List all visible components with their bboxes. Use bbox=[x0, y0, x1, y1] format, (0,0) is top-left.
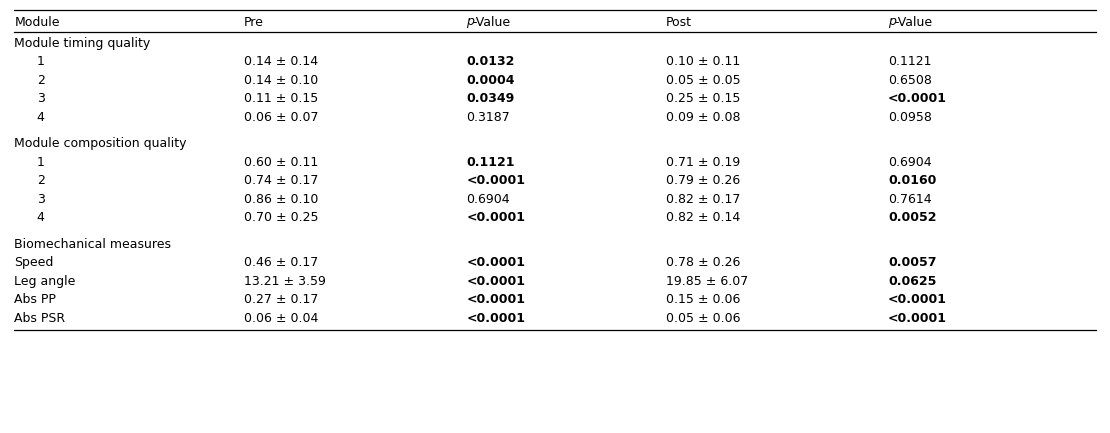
Text: Module: Module bbox=[14, 16, 60, 29]
Text: 0.71 ± 0.19: 0.71 ± 0.19 bbox=[666, 156, 740, 169]
Text: 0.11 ± 0.15: 0.11 ± 0.15 bbox=[244, 92, 319, 105]
Text: 4: 4 bbox=[37, 111, 44, 124]
Text: 0.6904: 0.6904 bbox=[466, 193, 509, 206]
Text: <0.0001: <0.0001 bbox=[466, 275, 525, 288]
Text: 0.14 ± 0.10: 0.14 ± 0.10 bbox=[244, 74, 319, 87]
Text: Module composition quality: Module composition quality bbox=[14, 137, 186, 150]
Text: 0.27 ± 0.17: 0.27 ± 0.17 bbox=[244, 293, 319, 306]
Text: 0.86 ± 0.10: 0.86 ± 0.10 bbox=[244, 193, 319, 206]
Text: 0.1121: 0.1121 bbox=[466, 156, 515, 169]
Text: 3: 3 bbox=[37, 193, 44, 206]
Text: <0.0001: <0.0001 bbox=[466, 174, 525, 187]
Text: 0.79 ± 0.26: 0.79 ± 0.26 bbox=[666, 174, 740, 187]
Text: 0.0052: 0.0052 bbox=[888, 211, 937, 224]
Text: 0.05 ± 0.06: 0.05 ± 0.06 bbox=[666, 312, 740, 325]
Text: 3: 3 bbox=[37, 92, 44, 105]
Text: <0.0001: <0.0001 bbox=[466, 211, 525, 224]
Text: 0.78 ± 0.26: 0.78 ± 0.26 bbox=[666, 256, 740, 269]
Text: Pre: Pre bbox=[244, 16, 264, 29]
Text: 0.70 ± 0.25: 0.70 ± 0.25 bbox=[244, 211, 319, 224]
Text: 2: 2 bbox=[37, 174, 44, 187]
Text: 0.1121: 0.1121 bbox=[888, 55, 931, 68]
Text: 0.60 ± 0.11: 0.60 ± 0.11 bbox=[244, 156, 319, 169]
Text: 0.0057: 0.0057 bbox=[888, 256, 937, 269]
Text: 0.7614: 0.7614 bbox=[888, 193, 931, 206]
Text: p: p bbox=[466, 16, 474, 29]
Text: 0.0625: 0.0625 bbox=[888, 275, 937, 288]
Text: Speed: Speed bbox=[14, 256, 53, 269]
Text: 19.85 ± 6.07: 19.85 ± 6.07 bbox=[666, 275, 748, 288]
Text: 0.25 ± 0.15: 0.25 ± 0.15 bbox=[666, 92, 740, 105]
Text: 0.82 ± 0.17: 0.82 ± 0.17 bbox=[666, 193, 740, 206]
Text: <0.0001: <0.0001 bbox=[466, 256, 525, 269]
Text: 0.14 ± 0.14: 0.14 ± 0.14 bbox=[244, 55, 319, 68]
Text: <0.0001: <0.0001 bbox=[466, 312, 525, 325]
Text: Leg angle: Leg angle bbox=[14, 275, 75, 288]
Text: 0.05 ± 0.05: 0.05 ± 0.05 bbox=[666, 74, 740, 87]
Text: <0.0001: <0.0001 bbox=[466, 293, 525, 306]
Text: 13.21 ± 3.59: 13.21 ± 3.59 bbox=[244, 275, 326, 288]
Text: Post: Post bbox=[666, 16, 692, 29]
Text: 0.6904: 0.6904 bbox=[888, 156, 931, 169]
Text: Abs PSR: Abs PSR bbox=[14, 312, 65, 325]
Text: 0.0004: 0.0004 bbox=[466, 74, 515, 87]
Text: 4: 4 bbox=[37, 211, 44, 224]
Text: 0.15 ± 0.06: 0.15 ± 0.06 bbox=[666, 293, 740, 306]
Text: 0.06 ± 0.04: 0.06 ± 0.04 bbox=[244, 312, 319, 325]
Text: Abs PP: Abs PP bbox=[14, 293, 57, 306]
Text: 0.10 ± 0.11: 0.10 ± 0.11 bbox=[666, 55, 740, 68]
Text: <0.0001: <0.0001 bbox=[888, 92, 947, 105]
Text: 0.6508: 0.6508 bbox=[888, 74, 932, 87]
Text: 0.0160: 0.0160 bbox=[888, 174, 937, 187]
Text: 0.0958: 0.0958 bbox=[888, 111, 932, 124]
Text: Module timing quality: Module timing quality bbox=[14, 37, 151, 50]
Text: 0.46 ± 0.17: 0.46 ± 0.17 bbox=[244, 256, 319, 269]
Text: 0.3187: 0.3187 bbox=[466, 111, 509, 124]
Text: 0.82 ± 0.14: 0.82 ± 0.14 bbox=[666, 211, 740, 224]
Text: <0.0001: <0.0001 bbox=[888, 293, 947, 306]
Text: 0.09 ± 0.08: 0.09 ± 0.08 bbox=[666, 111, 740, 124]
Text: Biomechanical measures: Biomechanical measures bbox=[14, 238, 171, 251]
Text: 0.0349: 0.0349 bbox=[466, 92, 514, 105]
Text: 0.0132: 0.0132 bbox=[466, 55, 515, 68]
Text: 0.74 ± 0.17: 0.74 ± 0.17 bbox=[244, 174, 319, 187]
Text: 2: 2 bbox=[37, 74, 44, 87]
Text: 1: 1 bbox=[37, 156, 44, 169]
Text: <0.0001: <0.0001 bbox=[888, 312, 947, 325]
Text: 1: 1 bbox=[37, 55, 44, 68]
Text: -Value: -Value bbox=[895, 16, 932, 29]
Text: -Value: -Value bbox=[473, 16, 511, 29]
Text: p: p bbox=[888, 16, 896, 29]
Text: 0.06 ± 0.07: 0.06 ± 0.07 bbox=[244, 111, 319, 124]
